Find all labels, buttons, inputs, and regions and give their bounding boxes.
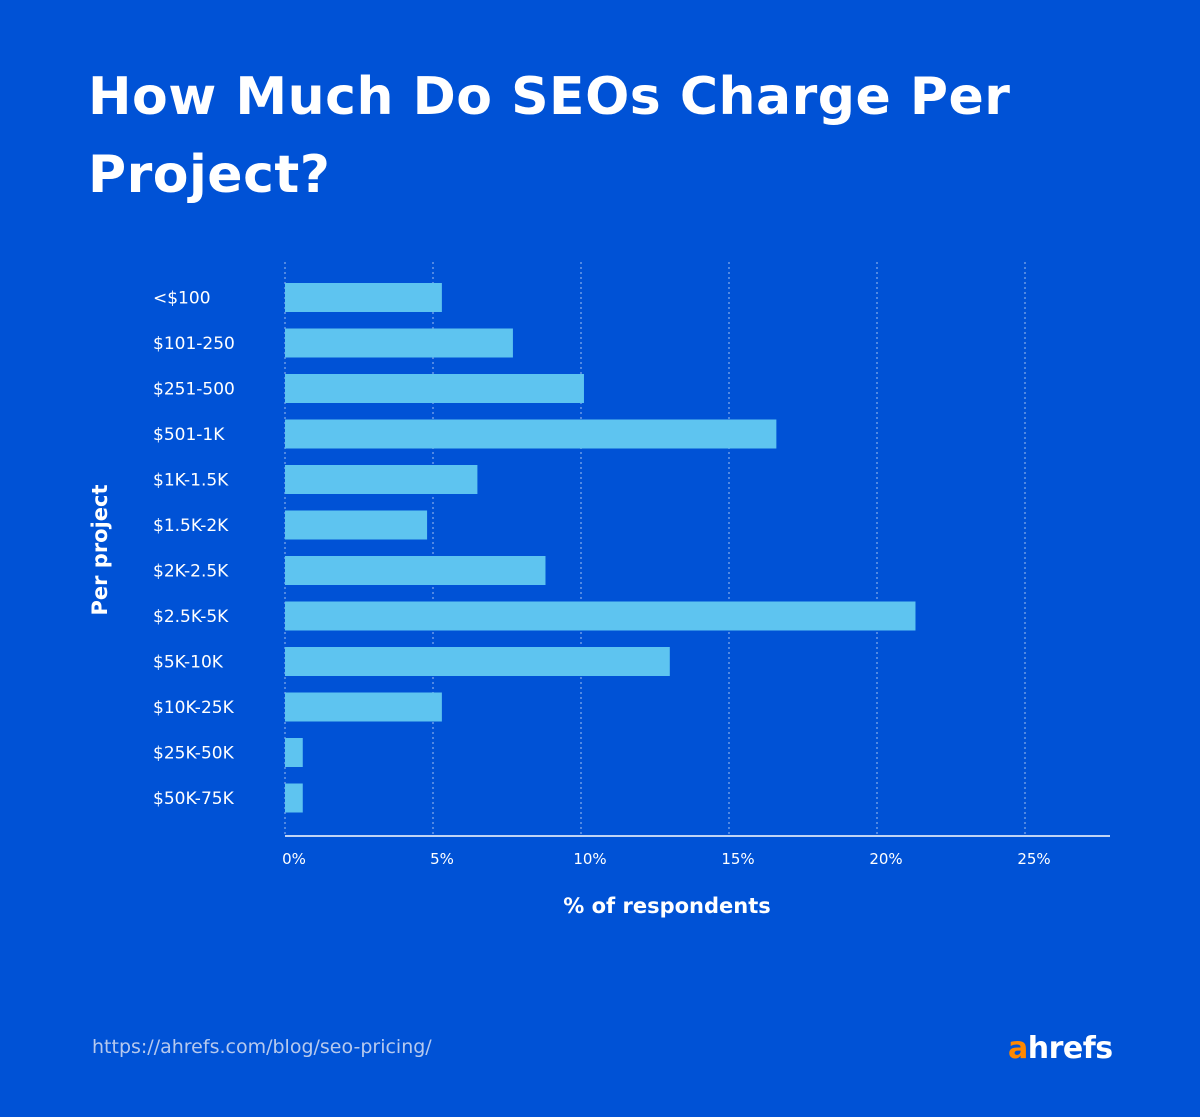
y-axis-label: Per project xyxy=(88,484,112,615)
x-tick-label: 5% xyxy=(430,850,454,868)
category-label: $2K-2.5K xyxy=(153,562,229,582)
bar-chart: <$100 $101-250 $251-500 $501-1K $1K-1.5K $1.5… xyxy=(88,262,1110,918)
bar xyxy=(285,328,513,358)
category-label: $25K-50K xyxy=(153,744,235,764)
category-label: $1.5K-2K xyxy=(153,516,229,536)
category-label: $50K-75K xyxy=(153,789,235,809)
bar xyxy=(285,510,428,540)
logo-accent-letter: a xyxy=(1008,1031,1028,1066)
x-tick-label: 10% xyxy=(573,850,606,868)
bar xyxy=(285,556,546,585)
category-label: $251-500 xyxy=(153,380,235,400)
chart-title: How Much Do SEOs Charge Per Project? xyxy=(88,67,1011,205)
bar xyxy=(285,738,303,767)
x-tick-labels: 0% 5% 10% 15% 20% 25% xyxy=(282,850,1051,868)
bar xyxy=(285,783,303,813)
ahrefs-logo: ahrefs xyxy=(1008,1031,1113,1066)
category-label: $1K-1.5K xyxy=(153,471,229,491)
category-label: $101-250 xyxy=(153,334,235,354)
bar xyxy=(285,692,442,722)
category-label: <$100 xyxy=(153,289,211,309)
category-label: $10K-25K xyxy=(153,698,235,718)
bar xyxy=(285,283,442,312)
bar xyxy=(285,374,584,403)
x-tick-label: 20% xyxy=(869,850,902,868)
category-labels: <$100 $101-250 $251-500 $501-1K $1K-1.5K $1.5… xyxy=(153,289,235,810)
bar xyxy=(285,601,916,631)
category-label: $501-1K xyxy=(153,425,225,445)
bar xyxy=(285,647,670,676)
grid-lines xyxy=(284,262,1026,836)
category-label: $5K-10K xyxy=(153,653,224,673)
category-label: $2.5K-5K xyxy=(153,607,229,627)
x-tick-label: 15% xyxy=(721,850,754,868)
bar xyxy=(285,419,777,449)
bars xyxy=(285,283,916,813)
x-tick-label: 25% xyxy=(1017,850,1050,868)
logo-text: hrefs xyxy=(1027,1031,1113,1066)
x-axis-label: % of respondents xyxy=(563,894,771,918)
x-tick-label: 0% xyxy=(282,850,306,868)
bar xyxy=(285,465,478,494)
source-url: https://ahrefs.com/blog/seo-pricing/ xyxy=(92,1036,432,1058)
